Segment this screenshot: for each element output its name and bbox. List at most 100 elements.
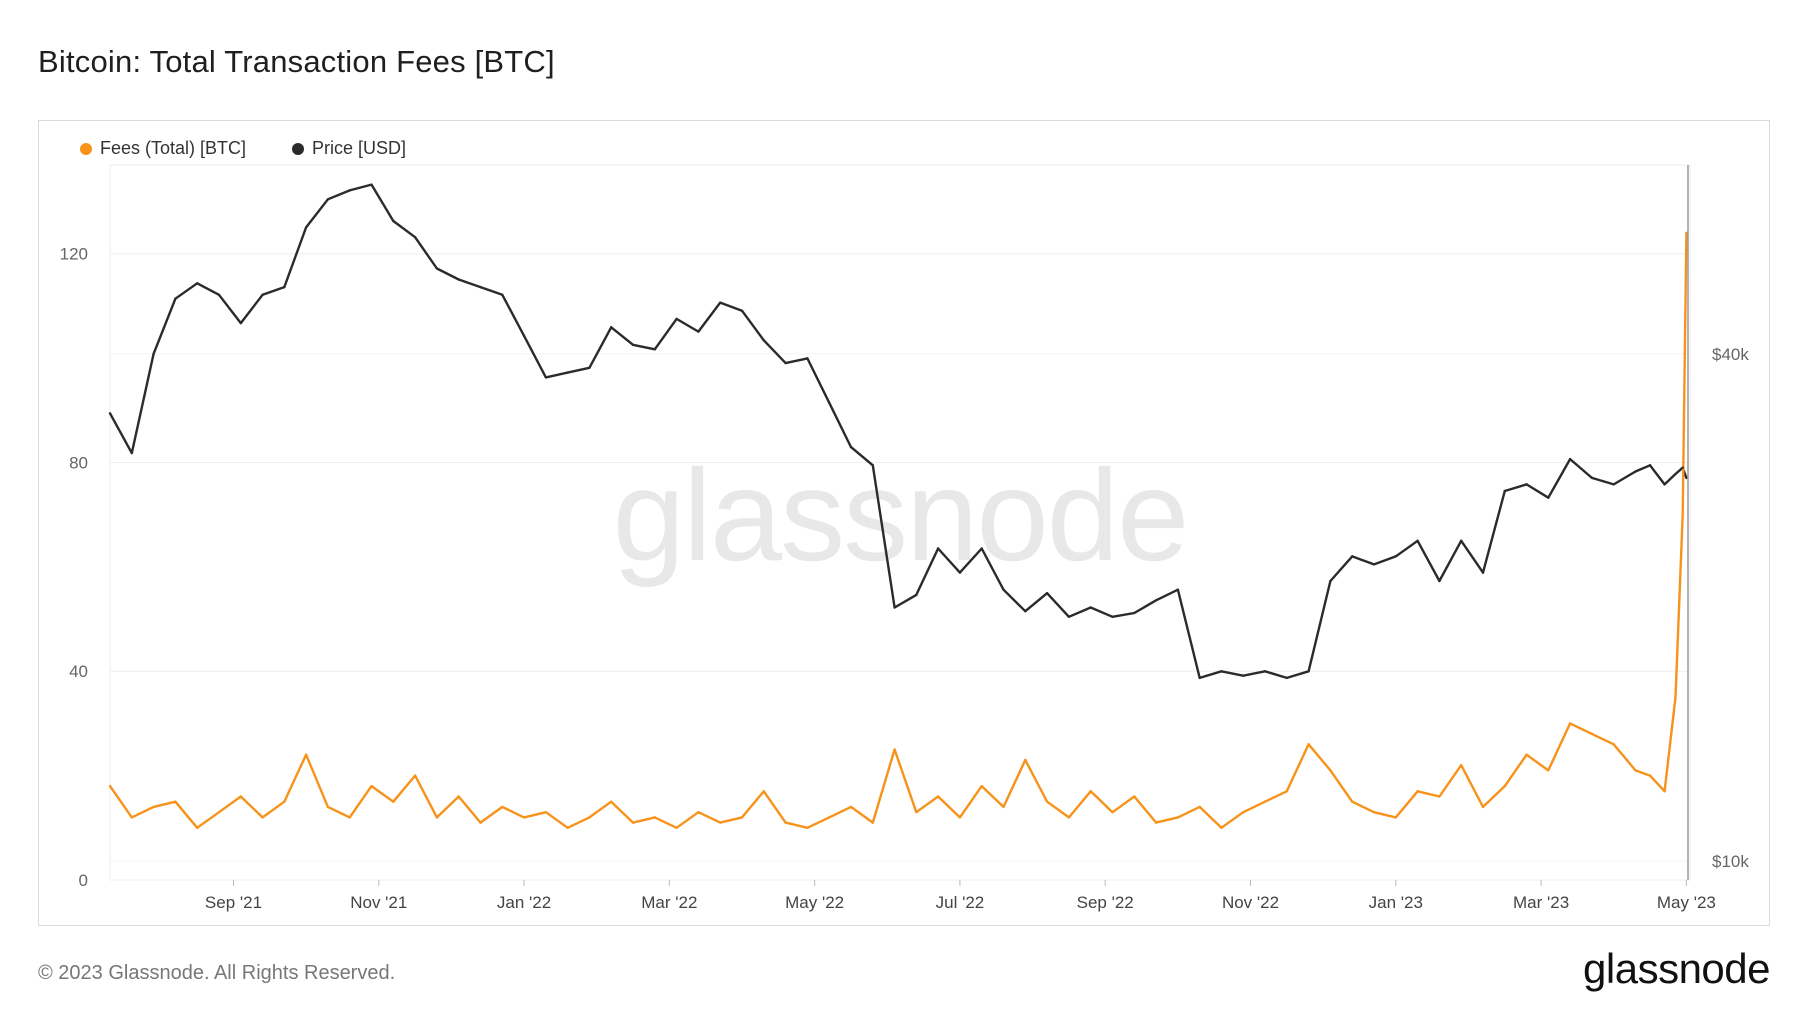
price-point (675, 317, 678, 321)
price-point (1394, 555, 1397, 558)
price-point (1674, 472, 1677, 476)
fees-point (740, 816, 744, 819)
chart-title: Bitcoin: Total Transaction Fees [BTC] (38, 44, 555, 79)
fees-point (719, 821, 722, 824)
fees-point (893, 748, 896, 751)
price-point (588, 366, 591, 369)
fees-point (1133, 795, 1136, 798)
y-tick-label-left: 40 (69, 662, 88, 681)
fees-point (544, 810, 548, 814)
fees-point (1685, 231, 1688, 235)
price-point (1045, 591, 1049, 595)
price-usd-line (108, 183, 1688, 680)
fees-point (566, 826, 569, 830)
legend-item-price[interactable]: Price [USD] (292, 138, 406, 159)
legend-dot-fees (80, 142, 92, 155)
y-tick-label-left: 80 (69, 453, 88, 472)
price-point (370, 183, 373, 186)
price-point (1089, 606, 1092, 609)
fees-point (1045, 800, 1049, 803)
price-point (653, 348, 657, 351)
price-point (1220, 670, 1223, 673)
fees-point (283, 800, 286, 803)
fees-point (261, 816, 264, 819)
fees-point (1067, 816, 1071, 819)
legend-item-fees[interactable]: Fees (Total) [BTC] (80, 138, 246, 159)
price-point (697, 330, 700, 333)
price-point (1568, 457, 1572, 461)
price-point (936, 547, 940, 550)
price-point (544, 376, 548, 379)
x-tick-label: Nov '21 (350, 893, 407, 912)
fees-point (413, 774, 417, 777)
fees-point (1024, 758, 1027, 762)
y-tick-label-right: $40k (1712, 345, 1749, 364)
fees-point (239, 795, 242, 798)
price-point (871, 464, 874, 467)
fees-point (195, 826, 199, 830)
fees-point (871, 821, 874, 824)
price-point (392, 219, 395, 223)
x-tick-label: Jan '22 (497, 893, 551, 912)
fees-btc-line (109, 232, 1688, 829)
x-tick-label: Sep '22 (1077, 893, 1134, 912)
fees-point (1111, 810, 1114, 814)
fees-point (1459, 763, 1463, 767)
fees-point (762, 790, 765, 793)
price-point (849, 445, 853, 449)
glassnode-logo[interactable]: glassnode (1583, 945, 1770, 992)
chart-legend: Fees (Total) [BTC] Price [USD] (80, 138, 406, 159)
price-point (1503, 489, 1506, 493)
fees-point (1154, 821, 1158, 824)
x-tick-label: Mar '23 (1513, 893, 1569, 912)
fees-point (1590, 732, 1594, 736)
price-point (1663, 483, 1666, 486)
price-point (1198, 676, 1201, 680)
watermark: glassnode (613, 442, 1188, 588)
fees-point (1372, 810, 1376, 814)
legend-label-price: Price [USD] (312, 138, 407, 158)
fees-point (130, 816, 133, 819)
fees-point (1242, 810, 1245, 814)
fees-point (1176, 816, 1180, 819)
fees-point (1525, 753, 1528, 756)
price-point (566, 371, 569, 374)
price-point (348, 189, 351, 192)
fees-point (1329, 769, 1332, 772)
price-point (174, 297, 177, 300)
price-point (1648, 464, 1652, 467)
x-tick-label: Mar '22 (641, 893, 697, 912)
fees-point (435, 816, 439, 819)
price-point (152, 352, 155, 356)
price-point (1681, 466, 1684, 469)
price-point (1176, 588, 1180, 591)
fees-point (588, 816, 591, 819)
price-point (413, 236, 417, 239)
fees-point (1568, 722, 1572, 725)
fees-point (610, 800, 613, 803)
fees-point (326, 805, 330, 809)
fees-point (1547, 769, 1550, 772)
x-tick-label: Jul '22 (936, 893, 985, 912)
price-point (827, 401, 831, 404)
price-point (806, 357, 809, 360)
fees-point (936, 795, 940, 798)
price-point (915, 593, 918, 597)
price-point (1067, 615, 1071, 618)
copyright-footer: © 2023 Glassnode. All Rights Reserved. (38, 962, 396, 984)
fees-point (501, 805, 504, 809)
fees-point (370, 784, 373, 788)
fees-point (675, 826, 678, 830)
price-point (217, 293, 221, 296)
fees-point (849, 805, 853, 809)
price-point (1329, 579, 1332, 583)
fees-point (827, 816, 831, 819)
price-point (479, 285, 482, 289)
price-point (980, 547, 983, 550)
price-point (1307, 670, 1310, 673)
fees-point (1612, 743, 1615, 746)
price-point (283, 285, 286, 289)
price-point (195, 282, 199, 285)
fees-point (1674, 696, 1677, 699)
fees-point (392, 800, 395, 803)
